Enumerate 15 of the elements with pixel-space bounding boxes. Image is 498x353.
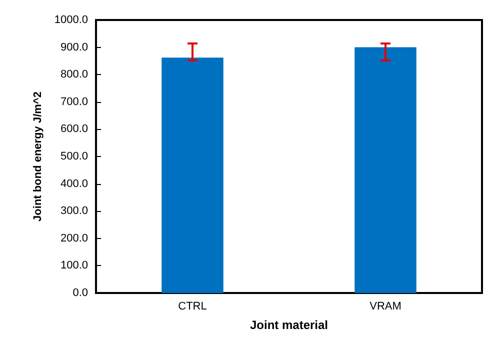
y-tick-label: 500.0 [60,150,88,162]
x-axis-title: Joint material [250,318,328,332]
y-tick-label: 900.0 [60,41,88,54]
y-tick-label: 800.0 [60,68,88,81]
y-tick-label: 700.0 [60,96,88,108]
y-tick-label: 200.0 [60,232,88,244]
y-tick-label: 0.0 [72,287,88,299]
x-tick-label: VRAM [370,300,402,312]
y-tick-label: 300.0 [60,205,88,218]
y-tick-label: 1000.0 [54,14,88,26]
y-tick-label: 600.0 [60,123,88,136]
x-tick-label: CTRL [178,300,207,312]
y-tick-label: 400.0 [60,178,88,190]
y-tick-label: 100.0 [60,260,88,272]
y-axis-title: Joint bond energy J/m^2 [32,92,44,222]
